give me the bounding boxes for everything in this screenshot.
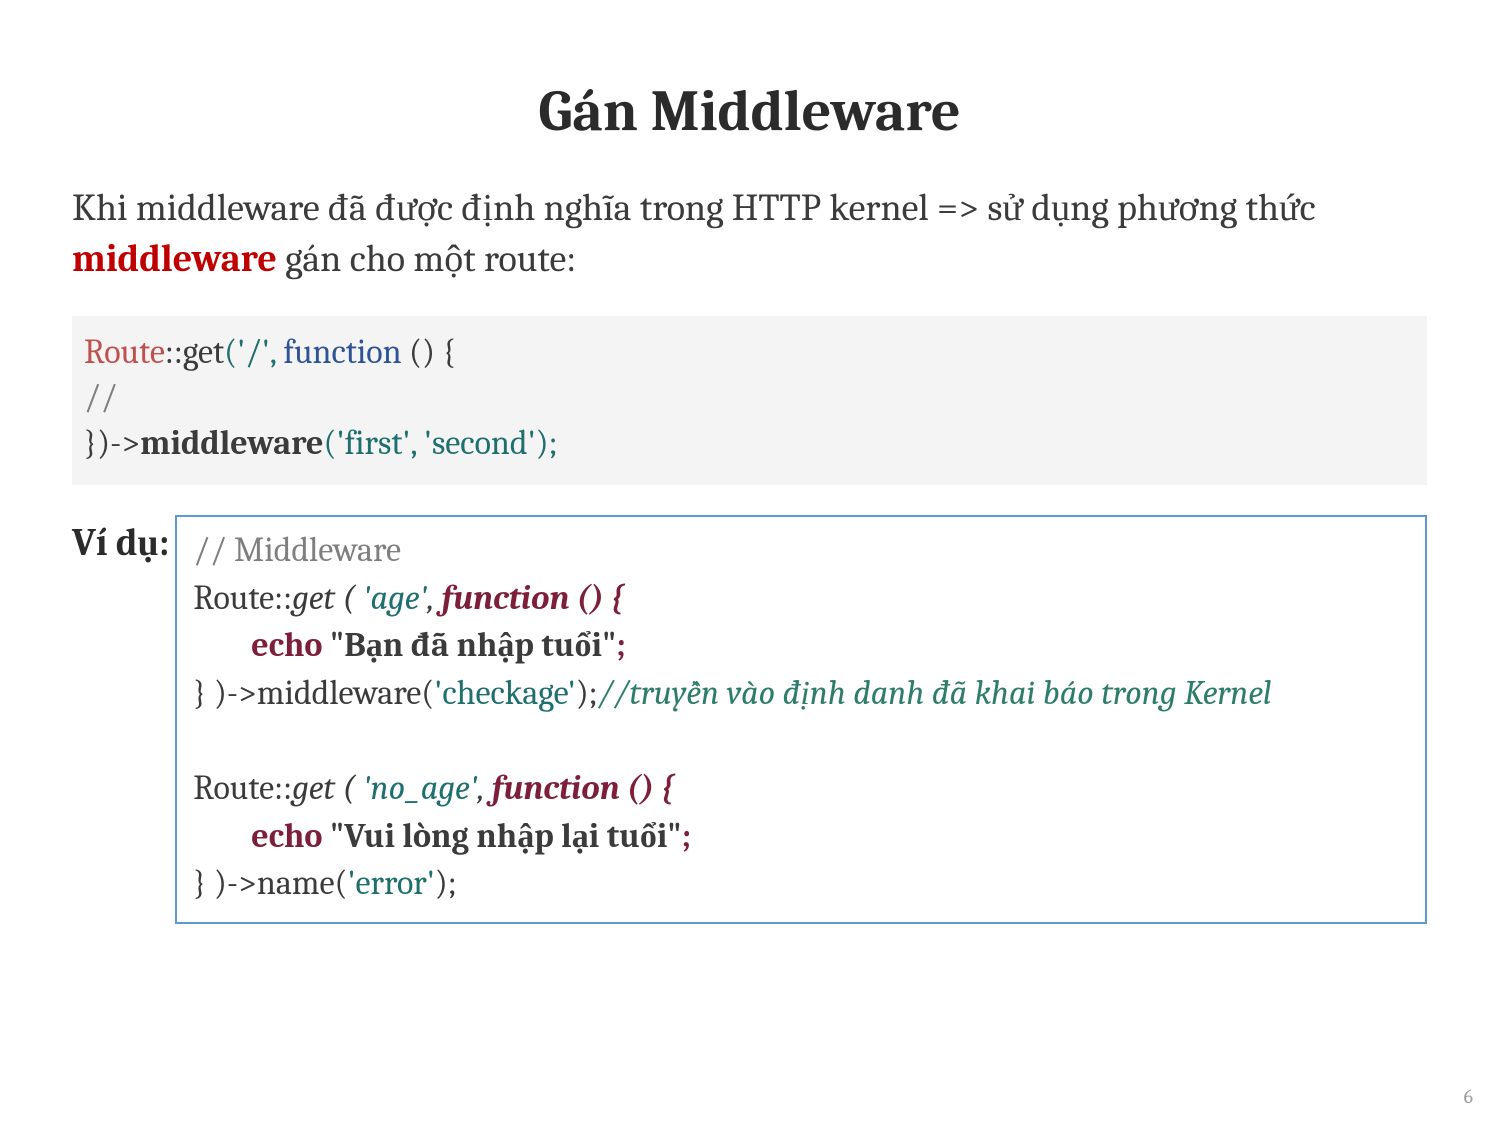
ex-echo-2: echo — [251, 816, 330, 856]
tok-comma2: , — [410, 423, 423, 463]
ex-close-2: } )->name( — [193, 863, 347, 903]
ex-fn-2: function () { — [492, 768, 674, 808]
ex-arg-age: 'age' — [363, 578, 428, 618]
code-line-1: Route::get('/', function () { — [84, 330, 1415, 376]
tok-comma: , — [270, 332, 283, 372]
code-line-3: })->middleware('first', 'second'); — [84, 421, 1415, 467]
ex-str-1: "Bạn đã nhập tuổi" — [330, 625, 616, 665]
ex-rparen-1: ); — [576, 673, 598, 713]
ex-close-1: } )->middleware( — [193, 673, 434, 713]
ex-rparen-2: ); — [435, 863, 457, 903]
ex-line-1: Route::get ( 'age', function () { — [193, 575, 1409, 623]
ex-checkage: 'checkage' — [434, 673, 575, 713]
ex-inline-comment: //truyền vào định danh đã khai báo trong… — [598, 673, 1272, 713]
tok-close-arrow: })-> — [84, 423, 140, 463]
code-line-2: // — [84, 375, 1415, 421]
tok-middleware: middleware — [140, 423, 323, 463]
ex-line-6: echo "Vui lòng nhập lại tuổi"; — [193, 813, 1409, 861]
tok-function: function — [283, 332, 401, 372]
ex-arg-noage: 'no_age' — [363, 768, 478, 808]
ex-comma-1: , — [427, 578, 441, 618]
tok-rparen-semi: ); — [536, 423, 558, 463]
tok-second: 'second' — [424, 423, 536, 463]
ex-semi-1: ; — [616, 625, 626, 665]
ex-semi-2: ; — [682, 816, 692, 856]
ex-get-2: get ( — [292, 768, 363, 808]
tok-lparen2: ( — [323, 423, 336, 463]
ex-error: 'error' — [347, 863, 434, 903]
ex-comma-2: , — [478, 768, 492, 808]
example-label: Ví dụ: — [72, 515, 175, 565]
ex-line-7: } )->name('error'); — [193, 860, 1409, 908]
ex-line-5: Route::get ( 'no_age', function () { — [193, 765, 1409, 813]
tok-lparen: ( — [224, 332, 237, 372]
code-block-syntax: Route::get('/', function () { // })->mid… — [72, 316, 1427, 486]
code-block-example: // Middleware Route::get ( 'age', functi… — [175, 515, 1427, 924]
ex-blank — [193, 718, 1409, 766]
slide-title: Gán Middleware — [0, 0, 1499, 183]
ex-line-3: } )->middleware('checkage');//truyền vào… — [193, 670, 1409, 718]
tok-fnrest: () { — [402, 332, 456, 372]
tok-route: Route — [84, 332, 165, 372]
intro-paragraph: Khi middleware đã được định nghĩa trong … — [0, 183, 1499, 316]
ex-str-2: "Vui lòng nhập lại tuổi" — [330, 816, 682, 856]
ex-line-2: echo "Bạn đã nhập tuổi"; — [193, 622, 1409, 670]
intro-keyword: middleware — [72, 237, 277, 281]
tok-dcolon: :: — [165, 332, 183, 372]
ex-fn-1: function () { — [442, 578, 624, 618]
page-number: 6 — [1464, 1085, 1473, 1108]
slide: Gán Middleware Khi middleware đã được đị… — [0, 0, 1499, 1124]
intro-text-2: gán cho một route: — [277, 237, 576, 281]
ex-echo-1: echo — [251, 625, 330, 665]
intro-text-1: Khi middleware đã được định nghĩa trong … — [72, 186, 1316, 230]
tok-first: 'first' — [336, 423, 410, 463]
example-row: Ví dụ: // Middleware Route::get ( 'age',… — [0, 515, 1499, 924]
tok-get: get — [183, 332, 224, 372]
tok-slash: '/' — [237, 332, 270, 372]
ex-get-1: get ( — [292, 578, 363, 618]
ex-comment-header: // Middleware — [193, 527, 1409, 575]
ex-route-2: Route:: — [193, 768, 292, 808]
ex-route-1: Route:: — [193, 578, 292, 618]
